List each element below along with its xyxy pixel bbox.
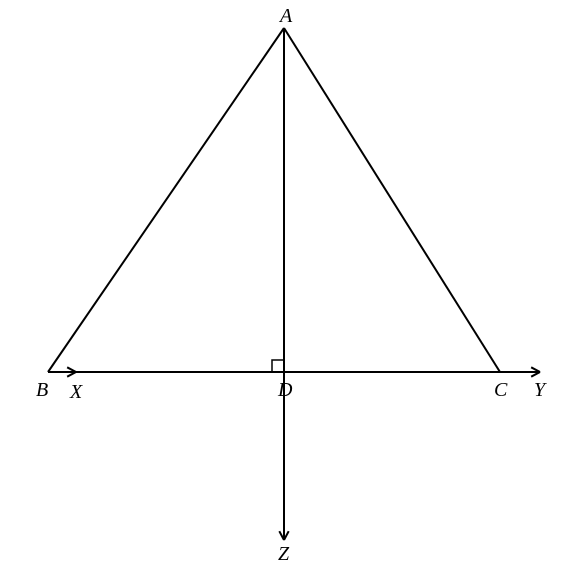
geometry-diagram: A B C D X Y Z: [0, 0, 576, 572]
segment: [48, 28, 284, 372]
label-X: X: [69, 381, 83, 403]
label-B: B: [36, 379, 48, 401]
label-C: C: [494, 379, 508, 401]
segment: [284, 28, 500, 372]
label-Z: Z: [278, 543, 290, 565]
right-angle-marker: [272, 360, 284, 372]
label-A: A: [278, 5, 293, 27]
label-D: D: [277, 379, 293, 401]
label-Y: Y: [534, 379, 547, 401]
